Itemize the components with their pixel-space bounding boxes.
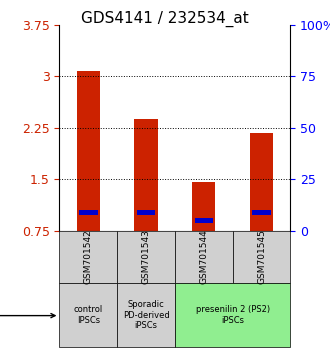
Bar xyxy=(192,182,215,231)
Bar xyxy=(79,210,98,215)
Bar xyxy=(250,133,273,231)
Text: control
IPSCs: control IPSCs xyxy=(74,306,103,325)
Text: GSM701543: GSM701543 xyxy=(142,230,150,285)
Bar xyxy=(135,119,158,231)
Text: presenilin 2 (PS2)
iPSCs: presenilin 2 (PS2) iPSCs xyxy=(196,306,270,325)
FancyBboxPatch shape xyxy=(175,231,233,283)
Bar xyxy=(252,210,271,215)
FancyBboxPatch shape xyxy=(117,283,175,347)
FancyBboxPatch shape xyxy=(233,231,290,283)
Text: GSM701542: GSM701542 xyxy=(84,230,93,284)
FancyBboxPatch shape xyxy=(59,231,117,283)
Bar xyxy=(77,71,100,231)
FancyBboxPatch shape xyxy=(117,231,175,283)
Text: cell line: cell line xyxy=(0,310,55,321)
Text: Sporadic
PD-derived
iPSCs: Sporadic PD-derived iPSCs xyxy=(123,300,169,330)
Text: GSM701545: GSM701545 xyxy=(257,230,266,285)
FancyBboxPatch shape xyxy=(175,283,290,347)
Bar xyxy=(194,218,213,223)
Bar xyxy=(137,210,155,215)
FancyBboxPatch shape xyxy=(59,283,117,347)
Text: GDS4141 / 232534_at: GDS4141 / 232534_at xyxy=(81,11,249,27)
Text: GSM701544: GSM701544 xyxy=(199,230,208,284)
